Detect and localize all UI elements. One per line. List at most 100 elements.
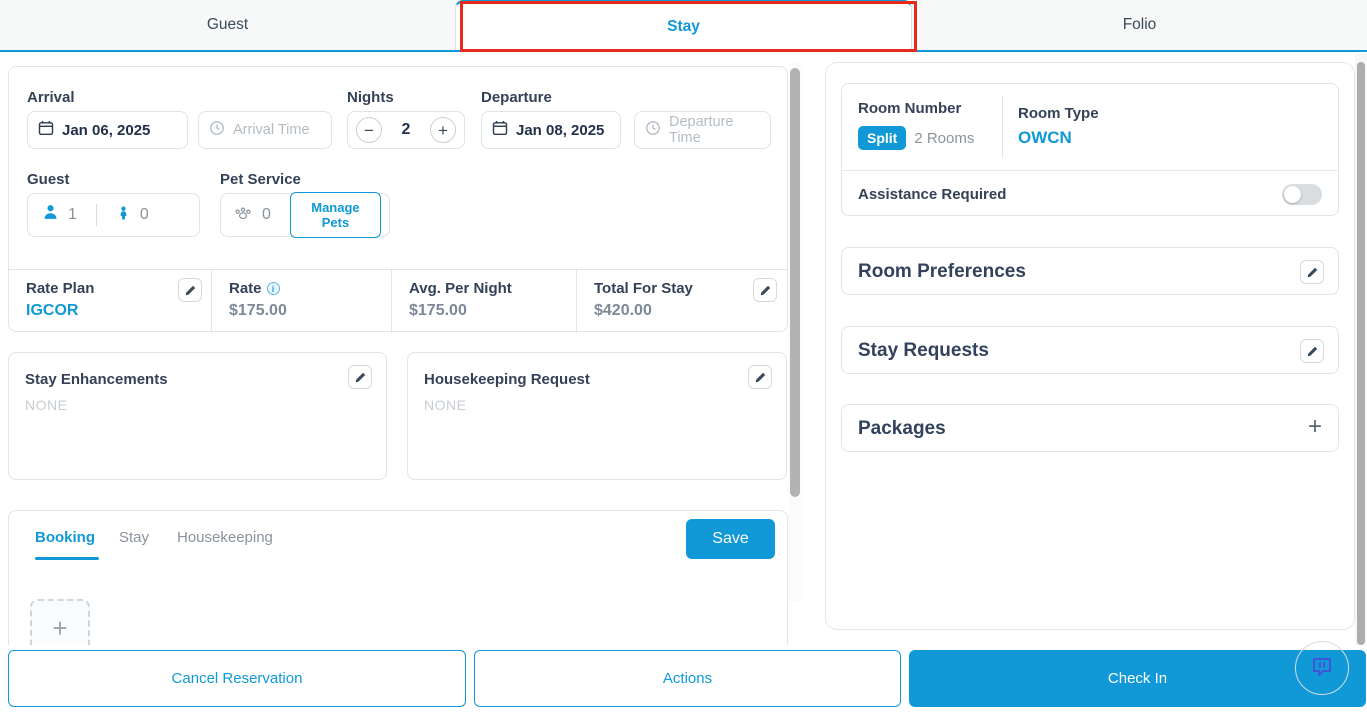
arrival-date-input[interactable]: Jan 06, 2025 xyxy=(27,111,188,149)
left-panel-scrollbar[interactable] xyxy=(789,62,801,602)
room-number-label: Room Number xyxy=(858,100,962,117)
arrival-date-value: Jan 06, 2025 xyxy=(62,121,151,139)
arrival-time-input[interactable]: Arrival Time xyxy=(198,111,332,149)
nights-value: 2 xyxy=(401,121,411,138)
avg-per-night-value: $175.00 xyxy=(409,302,467,319)
notes-tab-stay[interactable]: Stay xyxy=(119,529,150,546)
tab-guest[interactable]: Guest xyxy=(0,0,455,50)
stay-requests-card: Stay Requests xyxy=(841,326,1339,374)
split-badge[interactable]: Split xyxy=(858,126,907,150)
actions-button[interactable]: Actions xyxy=(474,650,901,707)
notes-tab-housekeeping[interactable]: Housekeeping xyxy=(177,529,273,546)
stay-details-card: Arrival Jan 06, 2025 Arrival Time Nights… xyxy=(8,66,788,333)
plus-icon: + xyxy=(52,612,68,643)
main-scrollbar-thumb[interactable] xyxy=(1357,62,1365,645)
paw-icon xyxy=(233,204,253,226)
cancel-reservation-button[interactable]: Cancel Reservation xyxy=(8,650,466,707)
calendar-icon xyxy=(492,120,508,141)
rate-plan-cell: Rate Plan IGCOR xyxy=(9,270,211,333)
assistance-required-label: Assistance Required xyxy=(858,185,1007,203)
room-card-divider xyxy=(1002,96,1003,158)
top-tab-bar: Guest Stay Folio xyxy=(0,0,1367,52)
calendar-icon xyxy=(38,120,54,141)
departure-label: Departure xyxy=(481,89,552,106)
stay-enhancements-title: Stay Enhancements xyxy=(25,371,168,388)
pet-count-box: 0 Manage Pets xyxy=(220,192,390,238)
toggle-knob xyxy=(1284,185,1301,203)
stay-enhancements-card: Stay Enhancements NONE xyxy=(8,352,387,480)
departure-time-placeholder: Departure Time xyxy=(669,114,734,146)
guest-label: Guest xyxy=(27,171,70,188)
rate-info-icon[interactable]: i xyxy=(266,282,280,295)
edit-housekeeping-request-button[interactable] xyxy=(748,365,772,389)
rate-plan-value[interactable]: IGCOR xyxy=(26,302,79,319)
save-button[interactable]: Save xyxy=(686,519,775,559)
tab-folio-label: Folio xyxy=(1122,16,1157,33)
stay-enhancements-value: NONE xyxy=(25,397,68,413)
clock-icon xyxy=(645,120,661,141)
assistance-row: Assistance Required xyxy=(842,170,1338,217)
stay-requests-title: Stay Requests xyxy=(858,340,989,361)
adult-icon xyxy=(42,204,59,226)
check-in-button[interactable]: Check In xyxy=(909,650,1366,707)
chat-bubble-icon xyxy=(1310,654,1334,683)
room-type-value[interactable]: OWCN xyxy=(1018,128,1072,147)
active-tab-underline xyxy=(35,557,99,560)
arrival-time-placeholder: Arrival Time xyxy=(233,122,310,138)
rate-plan-label: Rate Plan xyxy=(26,280,95,297)
edit-stay-requests-button[interactable] xyxy=(1300,339,1324,363)
tab-folio[interactable]: Folio xyxy=(912,0,1367,50)
child-count: 0 xyxy=(139,206,149,223)
housekeeping-request-value: NONE xyxy=(424,397,467,413)
adult-count: 1 xyxy=(68,206,77,223)
child-icon xyxy=(116,205,131,226)
housekeeping-request-card: Housekeeping Request NONE xyxy=(407,352,787,480)
add-package-button[interactable]: + xyxy=(1307,413,1322,440)
rate-label: Rate xyxy=(229,280,262,297)
tab-stay-label: Stay xyxy=(667,17,700,35)
rate-summary-row: Rate Plan IGCOR Rate i $175.00 Avg. Per … xyxy=(9,269,787,333)
guest-divider xyxy=(95,204,97,226)
footer-actions: Cancel Reservation Actions Check In xyxy=(0,645,1367,715)
assistance-required-toggle[interactable] xyxy=(1282,183,1322,205)
avg-per-night-label: Avg. Per Night xyxy=(409,280,512,297)
edit-total-button[interactable] xyxy=(753,278,777,302)
room-type-block: Room Type OWCN xyxy=(1018,105,1099,148)
main-scrollbar[interactable] xyxy=(1355,54,1367,715)
tab-stay[interactable]: Stay xyxy=(455,0,912,50)
total-for-stay-value: $420.00 xyxy=(594,302,652,319)
guest-count-box[interactable]: 1 0 xyxy=(27,193,200,237)
rate-value: $175.00 xyxy=(229,302,287,319)
pet-count: 0 xyxy=(262,206,271,223)
edit-rate-plan-button[interactable] xyxy=(178,278,202,302)
edit-room-preferences-button[interactable] xyxy=(1300,260,1324,284)
notes-card: Booking Stay Housekeeping Save + xyxy=(8,510,788,660)
left-panel-scrollbar-thumb[interactable] xyxy=(790,68,800,497)
departure-date-value: Jan 08, 2025 xyxy=(516,121,605,139)
clock-icon xyxy=(209,120,225,141)
departure-date-input[interactable]: Jan 08, 2025 xyxy=(481,111,621,149)
rate-cell: Rate i $175.00 xyxy=(211,270,391,333)
packages-title: Packages xyxy=(858,418,946,439)
departure-time-input[interactable]: Departure Time xyxy=(634,111,771,149)
nights-decrement-button[interactable]: − xyxy=(356,117,382,143)
room-preferences-card: Room Preferences xyxy=(841,247,1339,295)
tab-guest-label: Guest xyxy=(206,16,249,33)
room-panel: Room Number Split 2 Rooms Room Type OWCN… xyxy=(825,62,1355,630)
room-info-card: Room Number Split 2 Rooms Room Type OWCN… xyxy=(841,83,1339,216)
room-type-label: Room Type xyxy=(1018,105,1099,122)
pet-service-label: Pet Service xyxy=(220,171,301,188)
nights-stepper: − 2 + xyxy=(347,111,465,149)
total-for-stay-cell: Total For Stay $420.00 xyxy=(576,270,787,333)
manage-pets-button[interactable]: Manage Pets xyxy=(289,192,381,238)
packages-card: Packages + xyxy=(841,404,1339,452)
edit-stay-enhancements-button[interactable] xyxy=(348,365,372,389)
chat-fab-button[interactable] xyxy=(1295,641,1349,695)
arrival-label: Arrival xyxy=(27,89,75,106)
rooms-count: 2 Rooms xyxy=(914,129,975,147)
nights-increment-button[interactable]: + xyxy=(430,117,456,143)
notes-tab-booking[interactable]: Booking xyxy=(35,529,95,546)
nights-label: Nights xyxy=(347,89,394,106)
room-number-block: Room Number Split 2 Rooms xyxy=(858,100,974,150)
